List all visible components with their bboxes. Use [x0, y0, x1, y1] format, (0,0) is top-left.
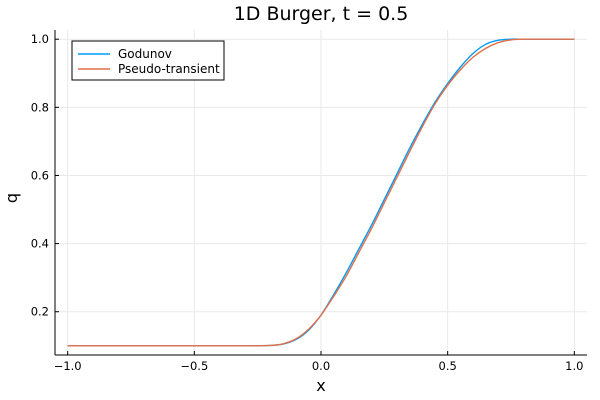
legend-label-pseudo-transient: Pseudo-transient [118, 62, 220, 76]
x-tick-label: 0.0 [312, 359, 330, 373]
x-axis-label: x [316, 376, 325, 395]
legend-box [71, 40, 225, 81]
chart-title: 1D Burger, t = 0.5 [234, 3, 409, 25]
x-tick-label: −0.5 [180, 359, 208, 373]
legend: Godunov Pseudo-transient [71, 40, 225, 81]
x-tick-label: 0.5 [439, 359, 457, 373]
ticks-layer: −1.0 −0.5 0.0 0.5 1.0 0.2 0.4 0.6 0.8 1.0 [31, 32, 584, 373]
y-tick-label: 1.0 [31, 32, 49, 46]
series-layer [67, 38, 575, 347]
legend-label-godunov: Godunov [118, 47, 172, 61]
x-tick-label: 1.0 [565, 359, 583, 373]
y-tick-label: 0.6 [31, 168, 49, 182]
grid-layer [55, 30, 587, 355]
x-tick-label: −1.0 [54, 359, 82, 373]
y-tick-label: 0.2 [31, 305, 49, 319]
y-tick-label: 0.4 [31, 237, 49, 251]
y-axis-label: q [2, 193, 21, 203]
y-tick-label: 0.8 [31, 100, 49, 114]
series-line-pseudo-transient [67, 38, 575, 347]
